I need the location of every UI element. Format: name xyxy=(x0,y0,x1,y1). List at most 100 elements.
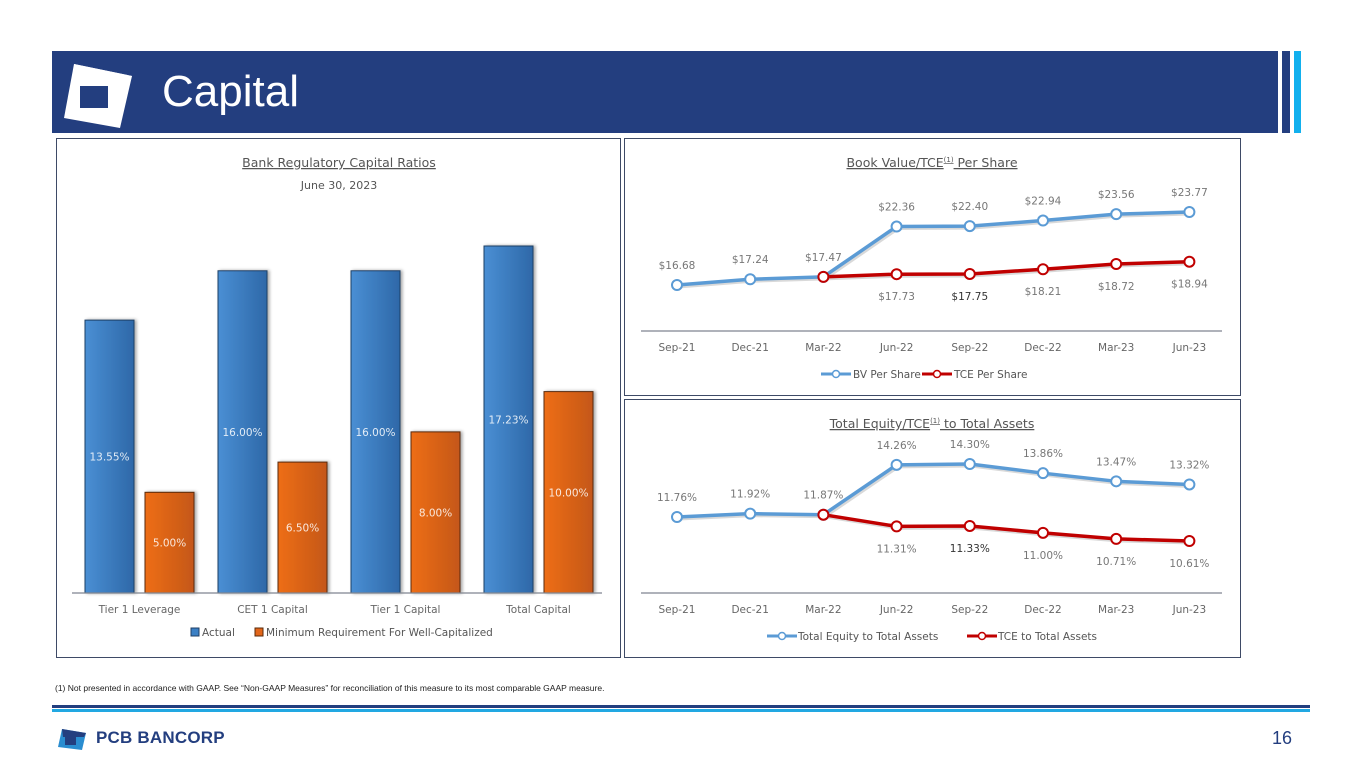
x-tick-label: CET 1 Capital xyxy=(237,604,308,616)
data-point xyxy=(890,268,903,281)
data-point xyxy=(817,508,830,521)
data-point xyxy=(1110,257,1123,270)
bar-value-label: 5.00% xyxy=(153,538,186,550)
x-tick-label: Sep-21 xyxy=(659,604,696,616)
data-label: $22.36 xyxy=(878,202,915,214)
equity-to-assets-panel: Total Equity/TCE(1) to Total Assets 11.7… xyxy=(624,399,1241,658)
legend: Actual Minimum Requirement For Well-Capi… xyxy=(190,627,493,639)
book-value-chart: Book Value/TCE(1) Per Share $16.68 $17.24… xyxy=(641,155,1222,381)
bar-value-label: 10.00% xyxy=(548,487,588,499)
title-banner xyxy=(52,51,1278,133)
x-tick-label: Mar-23 xyxy=(1098,604,1134,616)
series-line-primary xyxy=(676,462,1190,519)
data-label: $17.75 xyxy=(951,291,988,303)
banner-stripe-light xyxy=(1294,51,1301,133)
equity-to-assets-chart: Total Equity/TCE(1) to Total Assets 11.7… xyxy=(641,416,1222,643)
legend-label-minimum: Minimum Requirement For Well-Capitalized xyxy=(266,627,493,639)
bar-actual xyxy=(483,245,534,594)
data-label: 11.87% xyxy=(803,490,843,502)
capital-ratios-panel: Bank Regulatory Capital Ratios June 30, … xyxy=(56,138,621,658)
data-label: $17.47 xyxy=(805,252,842,264)
data-label: $17.24 xyxy=(732,254,769,266)
chart-title: Book Value/TCE(1) Per Share xyxy=(846,155,1017,170)
data-point xyxy=(1183,255,1196,268)
book-value-panel: Book Value/TCE(1) Per Share $16.68 $17.24… xyxy=(624,138,1241,396)
footer-rule-dark xyxy=(52,705,1310,708)
bar-value-label: 6.50% xyxy=(286,523,319,535)
pcb-logo-icon xyxy=(58,729,86,750)
data-point xyxy=(963,458,976,470)
data-label: $17.73 xyxy=(878,291,915,303)
page-title: Capital xyxy=(162,67,299,116)
data-point xyxy=(890,520,903,533)
x-tick-label: Sep-22 xyxy=(951,342,988,354)
chart-title: Total Equity/TCE(1) to Total Assets xyxy=(829,416,1035,431)
data-label: $18.94 xyxy=(1171,279,1208,291)
pcb-logo-icon xyxy=(64,64,132,128)
data-label: 10.71% xyxy=(1096,556,1136,568)
data-point xyxy=(671,279,683,291)
data-label: 13.32% xyxy=(1169,459,1209,471)
data-point xyxy=(963,519,976,532)
data-label: 13.47% xyxy=(1096,456,1136,468)
chart-title: Bank Regulatory Capital Ratios xyxy=(242,155,436,170)
data-label: 11.76% xyxy=(657,492,697,504)
legend: Total Equity to Total Assets TCE to Tota… xyxy=(767,631,1097,643)
x-tick-label: Sep-21 xyxy=(659,342,696,354)
data-point xyxy=(744,507,757,520)
data-point xyxy=(1183,534,1196,547)
data-point xyxy=(1183,206,1196,218)
x-tick-label: Tier 1 Leverage xyxy=(98,604,181,616)
legend-label-total-equity: Total Equity to Total Assets xyxy=(797,631,938,643)
legend-label-bv: BV Per Share xyxy=(853,369,921,381)
data-point xyxy=(1110,475,1123,488)
data-point xyxy=(1183,478,1196,491)
legend-label-tce: TCE to Total Assets xyxy=(997,631,1097,643)
legend-label-actual: Actual xyxy=(202,627,235,639)
data-label: $22.94 xyxy=(1025,196,1062,208)
data-point xyxy=(1110,208,1123,221)
x-tick-label: Total Capital xyxy=(505,604,571,616)
data-label: 11.00% xyxy=(1023,550,1063,562)
data-label: 13.86% xyxy=(1023,448,1063,460)
data-point xyxy=(890,220,903,233)
bar-actual xyxy=(84,319,135,594)
data-point xyxy=(963,267,976,280)
data-point xyxy=(1037,526,1049,539)
footer-rule-light xyxy=(52,709,1310,712)
data-point xyxy=(1110,532,1123,545)
x-tick-label: Mar-23 xyxy=(1098,342,1134,354)
data-label: 10.61% xyxy=(1169,558,1209,570)
series-line-primary xyxy=(676,210,1190,287)
x-tick-label: Jun-22 xyxy=(879,342,914,354)
series-line-tce xyxy=(823,512,1190,543)
x-tick-label: Jun-23 xyxy=(1172,342,1207,354)
bar-value-label: 8.00% xyxy=(419,507,452,519)
data-label: 11.31% xyxy=(877,543,917,555)
data-label: 11.33% xyxy=(950,543,990,555)
data-point xyxy=(1037,263,1049,276)
bar-minimum xyxy=(543,391,594,594)
x-tick-label: Mar-22 xyxy=(805,604,841,616)
legend-marker-tce xyxy=(932,369,942,379)
data-point xyxy=(817,270,830,283)
x-tick-label: Dec-21 xyxy=(731,342,768,354)
data-label: $23.56 xyxy=(1098,189,1135,201)
x-tick-label: Jun-23 xyxy=(1172,604,1207,616)
x-tick-label: Mar-22 xyxy=(805,342,841,354)
x-tick-label: Dec-22 xyxy=(1024,604,1061,616)
data-point xyxy=(890,458,903,471)
bar-value-label: 17.23% xyxy=(488,415,528,427)
data-label: $23.77 xyxy=(1171,187,1208,199)
legend-swatch-minimum xyxy=(254,627,264,637)
data-point xyxy=(1037,214,1049,227)
legend: BV Per Share TCE Per Share xyxy=(821,369,1027,381)
footer-brand: PCB BANCORP xyxy=(96,728,225,747)
data-label: $18.21 xyxy=(1025,286,1062,298)
footnote: (1) Not presented in accordance with GAA… xyxy=(55,683,605,693)
page-number: 16 xyxy=(1272,728,1293,748)
x-tick-label: Dec-21 xyxy=(731,604,768,616)
data-label: $16.68 xyxy=(659,260,696,272)
data-label: $18.72 xyxy=(1098,281,1135,293)
bar-value-label: 13.55% xyxy=(89,452,129,464)
